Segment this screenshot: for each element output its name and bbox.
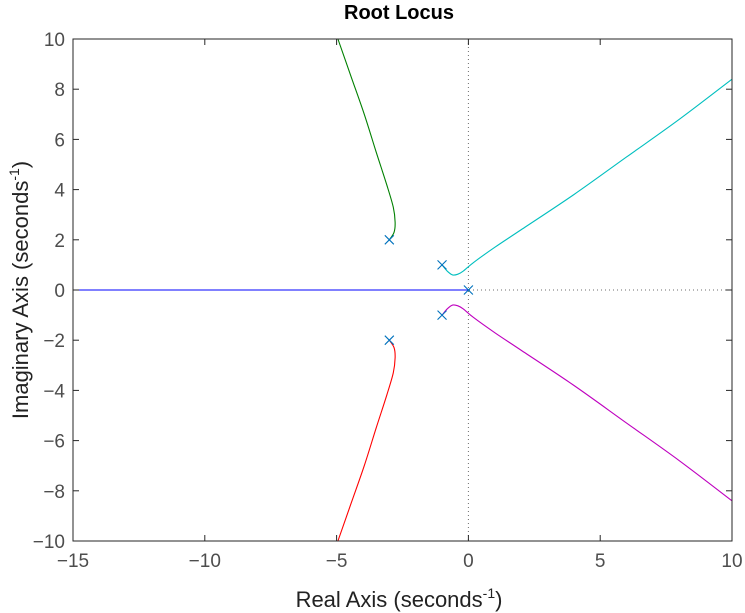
y-tick-label: −10 [33,532,65,553]
y-tick-label: 6 [54,130,65,151]
y-axis-ticks: −10 −8 −6 −4 −2 0 2 4 6 8 10 [33,30,732,553]
pole-marker-3 [437,260,447,270]
y-axis-title: Imaginary Axis (seconds-1) [6,161,33,419]
pole-marker-1 [384,234,395,245]
x-tick-label: 5 [595,551,606,572]
pole-markers [384,234,474,346]
x-axis-unit-exponent: -1 [483,585,496,601]
y-tick-label: 8 [54,80,65,101]
y-tick-label: 10 [44,30,65,51]
y-axis-unit-exponent: -1 [6,168,22,181]
x-axis-unit-close: ) [495,587,502,612]
y-tick-label: −2 [43,331,65,352]
chart-title: Root Locus [344,2,454,24]
locus-branch-5 [441,304,733,502]
y-tick-label: −4 [43,381,65,402]
pole-marker-2 [384,335,395,346]
x-tick-label: −15 [57,551,89,572]
x-tick-label: −10 [189,551,221,572]
locus-branch-2 [337,38,396,241]
y-tick-label: −8 [43,482,65,503]
y-tick-label: 2 [54,231,65,252]
locus-branch-3 [337,339,396,542]
pole-marker-5 [463,285,474,295]
y-axis-unit-close: ) [8,161,33,168]
x-axis-title-text: Real Axis (seconds [296,587,483,612]
locus-branch-4 [441,78,733,276]
x-tick-label: 10 [721,551,742,572]
x-tick-label: 0 [463,551,474,572]
x-axis-title: Real Axis (seconds-1) [296,585,503,612]
y-tick-label: −6 [43,432,65,453]
x-tick-label: −5 [326,551,348,572]
y-axis-title-text: Imaginary Axis (seconds [8,181,33,419]
locus-branches [73,38,733,542]
pole-marker-4 [437,310,447,320]
y-tick-label: 4 [54,181,65,202]
x-axis-ticks: −15 −10 −5 0 5 10 [57,39,743,572]
y-tick-label: 0 [54,281,65,302]
